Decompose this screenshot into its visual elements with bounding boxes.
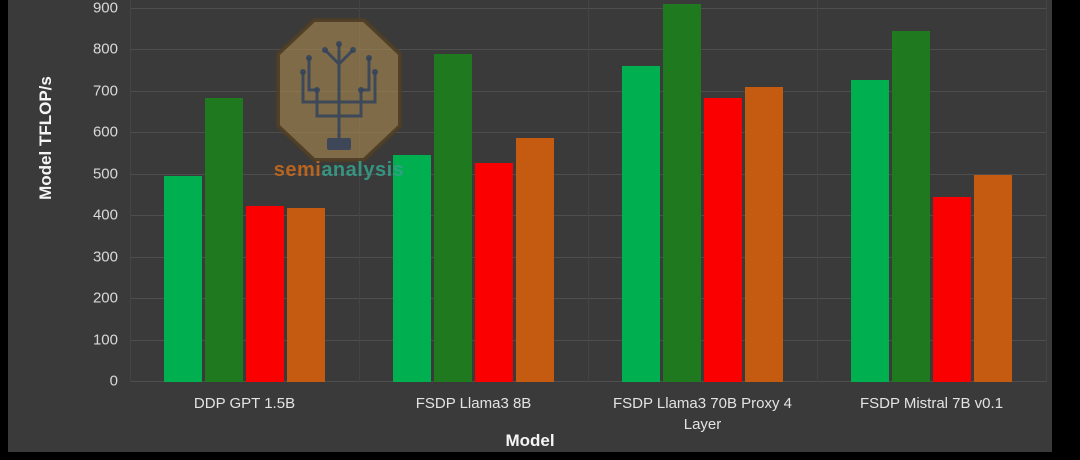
plot-area: 0 100 200 300 400 500 600 700 800 900 (93, 0, 1047, 390)
bar-group (817, 0, 1046, 382)
bar-dark-green (663, 4, 701, 382)
y-tick-label: 700 (92, 82, 118, 100)
bar-dark-orange (516, 138, 554, 382)
x-tick-label: FSDP Mistral 7B v0.1 (859, 395, 1004, 412)
y-tick-label: 500 (92, 165, 118, 183)
y-tick-label: 600 (92, 123, 118, 141)
bar-group (588, 0, 817, 382)
x-axis-tick-labels: DDP GPT 1.5B FSDP Llama3 8B FSDP Llama3 70… (130, 393, 1046, 435)
y-tick-label: 100 (92, 331, 118, 349)
y-tick-label: 0 (109, 372, 118, 390)
bar-dark-orange (745, 87, 783, 382)
plot-vertical-gridline (129, 0, 131, 382)
bar-red (475, 163, 513, 382)
y-tick-label: 900 (92, 0, 118, 17)
bar-dark-orange (287, 208, 325, 382)
x-tick-label: DDP GPT 1.5B (193, 395, 296, 412)
bar-dark-green (892, 31, 930, 382)
bar-bright-green (164, 176, 202, 382)
y-tick-label: 400 (92, 206, 118, 224)
bar-bright-green (622, 66, 660, 382)
plot-vertical-gridline (358, 0, 360, 382)
bar-dark-orange (974, 175, 1012, 382)
y-tick-label: 300 (92, 248, 118, 266)
chart-surface: Model TFLOP/s 0 100 200 300 400 500 600 700 800 9… (8, 0, 1052, 452)
x-axis-title: Model (505, 431, 555, 450)
bar-bright-green (393, 155, 431, 382)
bar-group (130, 0, 359, 382)
x-tick-label: FSDP Llama3 8B (415, 395, 532, 412)
bar-bright-green (851, 80, 889, 382)
y-tick-label: 800 (92, 40, 118, 58)
plot-vertical-gridline (1045, 0, 1047, 382)
x-tick-label: FSDP Llama3 70B Proxy 4 Layer (613, 395, 792, 433)
plot-vertical-gridline (816, 0, 818, 382)
bar-red (246, 206, 284, 382)
y-tick-label: 200 (92, 289, 118, 307)
plot-vertical-gridline (587, 0, 589, 382)
bar-dark-green (434, 54, 472, 382)
bar-red (933, 197, 971, 382)
bar-group (359, 0, 588, 382)
bar-dark-green (205, 98, 243, 382)
bar-red (704, 98, 742, 382)
